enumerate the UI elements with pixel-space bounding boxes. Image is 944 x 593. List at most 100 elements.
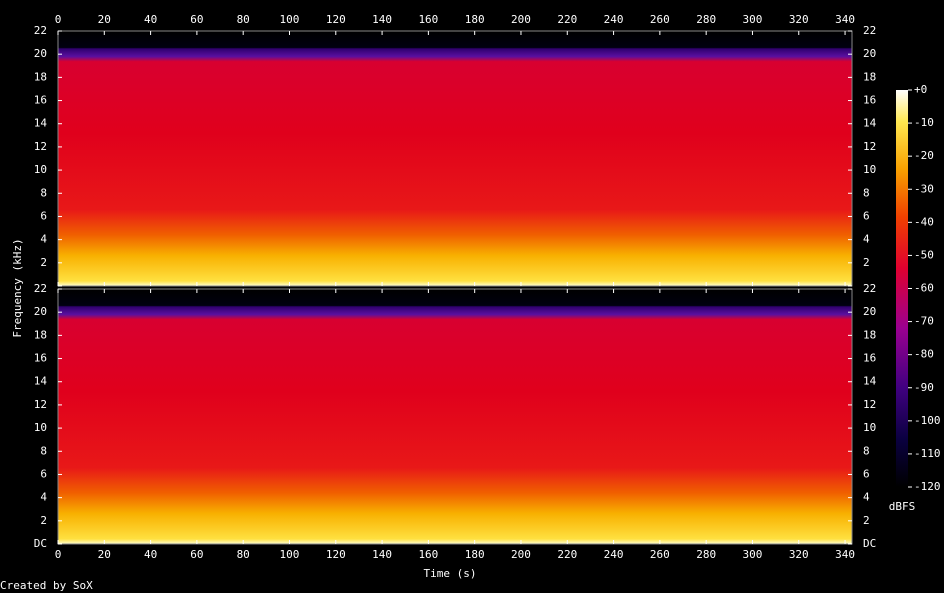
y-tick-label-right: 2: [863, 514, 870, 527]
y-tick-label: 14: [34, 375, 48, 388]
y-tick-label: 6: [40, 467, 47, 480]
x-tick-label-top: 40: [144, 13, 157, 26]
x-tick-label-top: 260: [650, 13, 670, 26]
x-tick-label-top: 340: [835, 13, 855, 26]
x-tick-label: 40: [144, 548, 157, 561]
x-tick-label: 0: [55, 548, 62, 561]
spectrogram-channel-1: [58, 31, 852, 286]
y-axis-label: Frequency (kHz): [11, 238, 24, 337]
colorbar-label: dBFS: [889, 500, 916, 513]
colorbar-tick-label: +0: [914, 83, 927, 96]
x-tick-label-top: 320: [789, 13, 809, 26]
y-tick-label-right: 4: [863, 233, 870, 246]
y-tick-label-right: 22: [863, 24, 876, 37]
y-tick-label-right: 18: [863, 70, 876, 83]
x-tick-label: 180: [465, 548, 485, 561]
x-tick-label: 320: [789, 548, 809, 561]
colorbar-tick-label: -50: [914, 248, 934, 261]
x-tick-label: 260: [650, 548, 670, 561]
x-tick-label-top: 240: [604, 13, 624, 26]
plot-frame: [57, 30, 853, 287]
colorbar-tick-label: -60: [914, 282, 934, 295]
x-tick-label-top: 220: [557, 13, 577, 26]
x-tick-label: 140: [372, 548, 392, 561]
y-tick-label: 12: [34, 140, 47, 153]
x-tick-label-top: 140: [372, 13, 392, 26]
colorbar-tick-label: -110: [914, 447, 941, 460]
y-tick-label: 2: [40, 514, 47, 527]
y-tick-label-right: 10: [863, 421, 876, 434]
x-tick-label: 160: [418, 548, 438, 561]
y-tick-label-right: 16: [863, 352, 876, 365]
footer: Created by SoX: [0, 579, 93, 592]
x-tick-label-top: 100: [280, 13, 300, 26]
x-tick-label-top: 0: [55, 13, 62, 26]
x-tick-label: 20: [98, 548, 111, 561]
y-tick-label-right: 12: [863, 398, 876, 411]
y-tick-label: 20: [34, 305, 47, 318]
y-tick-label: 16: [34, 94, 47, 107]
colorbar-tick-label: -70: [914, 315, 934, 328]
y-tick-label-right: 6: [863, 467, 870, 480]
x-tick-label-top: 300: [743, 13, 763, 26]
y-tick-label-right: 10: [863, 163, 876, 176]
y-tick-label: 22: [34, 24, 47, 37]
y-tick-label: 2: [40, 256, 47, 269]
y-tick-label-right: 6: [863, 209, 870, 222]
x-tick-label-top: 200: [511, 13, 531, 26]
y-tick-label-right: 8: [863, 444, 870, 457]
colorbar-tick-label: -120: [914, 480, 941, 493]
y-tick-label-right: 8: [863, 186, 870, 199]
x-tick-label-top: 120: [326, 13, 346, 26]
y-tick-label-right: 14: [863, 117, 877, 130]
x-axis-label: Time (s): [424, 567, 477, 580]
y-tick-label: 10: [34, 421, 47, 434]
x-tick-label: 300: [743, 548, 763, 561]
plot-frame: [57, 288, 853, 545]
y-tick-label: 20: [34, 47, 47, 60]
y-tick-label-right: 4: [863, 491, 870, 504]
y-tick-label: 22: [34, 282, 47, 295]
x-tick-label-top: 280: [696, 13, 716, 26]
y-tick-label: 8: [40, 444, 47, 457]
x-tick-label-top: 60: [190, 13, 203, 26]
x-tick-label: 220: [557, 548, 577, 561]
x-tick-label-top: 180: [465, 13, 485, 26]
x-tick-label-top: 80: [237, 13, 250, 26]
colorbar-tick-label: -90: [914, 381, 934, 394]
x-tick-label-top: 160: [418, 13, 438, 26]
x-tick-label: 280: [696, 548, 716, 561]
colorbar-tick-label: -10: [914, 116, 934, 129]
y-tick-label: 12: [34, 398, 47, 411]
x-tick-label-top: 20: [98, 13, 111, 26]
x-tick-label: 120: [326, 548, 346, 561]
x-tick-label: 200: [511, 548, 531, 561]
y-tick-label: 4: [40, 233, 47, 246]
colorbar-tick-label: -80: [914, 348, 934, 361]
y-tick-label: DC: [34, 537, 47, 550]
y-tick-label: 8: [40, 186, 47, 199]
x-tick-label: 340: [835, 548, 855, 561]
y-tick-label: 4: [40, 491, 47, 504]
y-tick-label-right: 14: [863, 375, 877, 388]
y-tick-label: 18: [34, 328, 47, 341]
colorbar-tick-label: -100: [914, 414, 941, 427]
colorbar-tick-label: -40: [914, 215, 934, 228]
y-tick-label-right: 22: [863, 282, 876, 295]
y-tick-label: 16: [34, 352, 47, 365]
y-tick-label: 14: [34, 117, 48, 130]
x-tick-label: 80: [237, 548, 250, 561]
y-tick-label: 6: [40, 209, 47, 222]
y-tick-label-right: 16: [863, 94, 876, 107]
y-tick-label-right: 2: [863, 256, 870, 269]
x-tick-label: 60: [190, 548, 203, 561]
colorbar-tick-label: -20: [914, 149, 934, 162]
x-tick-label: 240: [604, 548, 624, 561]
y-tick-label-right: 20: [863, 305, 876, 318]
y-tick-label: 18: [34, 70, 47, 83]
y-tick-label: 10: [34, 163, 47, 176]
x-tick-label: 100: [280, 548, 300, 561]
y-tick-label-right: DC: [863, 537, 876, 550]
colorbar-tick-label: -30: [914, 182, 934, 195]
